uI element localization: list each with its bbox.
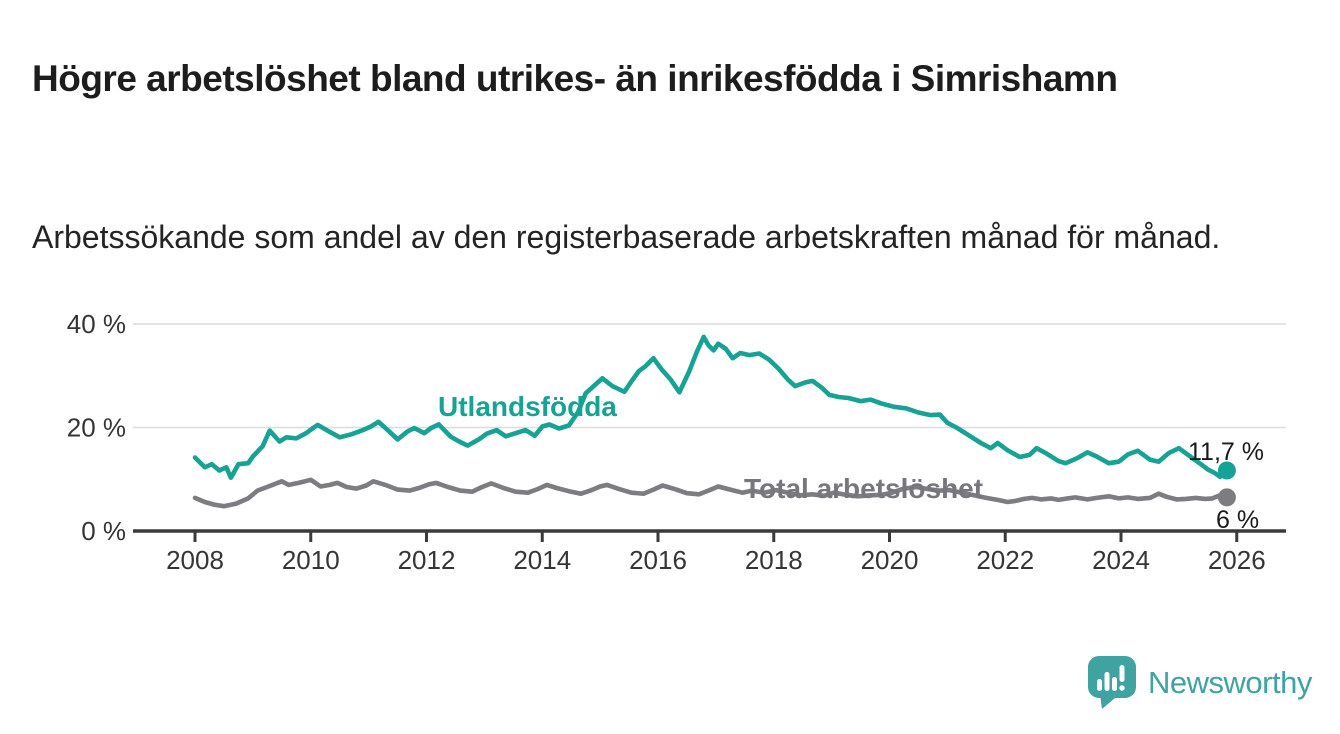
end-value-label-utlandsfodda: 11,7 %	[1188, 438, 1264, 466]
x-tick-label: 2026	[1208, 545, 1266, 575]
chart-subtitle: Arbetssökande som andel av den registerb…	[32, 219, 1221, 255]
x-tick-label: 2008	[166, 545, 224, 575]
newsworthy-bubble-chart-icon	[1088, 656, 1136, 709]
y-tick-label: 40 %	[67, 309, 126, 339]
newsworthy-logo-text: Newsworthy	[1148, 665, 1312, 700]
series-line-utlandsf-dda	[192, 334, 1230, 481]
series-line-total-arbetsl-shet	[192, 477, 1230, 509]
x-tick-label: 2010	[282, 545, 340, 575]
x-tick-label: 2020	[861, 545, 919, 575]
x-tick-label: 2022	[976, 545, 1034, 575]
page-title: Högre arbetslöshet bland utrikes- än inr…	[32, 57, 1118, 99]
y-tick-label: 0 %	[81, 516, 126, 546]
x-tick-label: 2024	[1092, 545, 1150, 575]
series-label-total-arbetsloshet: Total arbetslöshet	[744, 473, 984, 504]
series-label-utlandsfodda: Utlandsfödda	[438, 391, 617, 422]
x-tick-label: 2018	[745, 545, 803, 575]
series-end-dot	[1217, 488, 1236, 507]
end-value-label-total: 6 %	[1216, 506, 1260, 534]
series-end-dot	[1217, 461, 1236, 480]
x-tick-label: 2012	[398, 545, 456, 575]
x-tick-label: 2016	[629, 545, 687, 575]
x-tick-label: 2014	[513, 545, 571, 575]
y-tick-label: 20 %	[67, 413, 126, 443]
newsworthy-logo[interactable]: Newsworthy	[1088, 656, 1312, 710]
